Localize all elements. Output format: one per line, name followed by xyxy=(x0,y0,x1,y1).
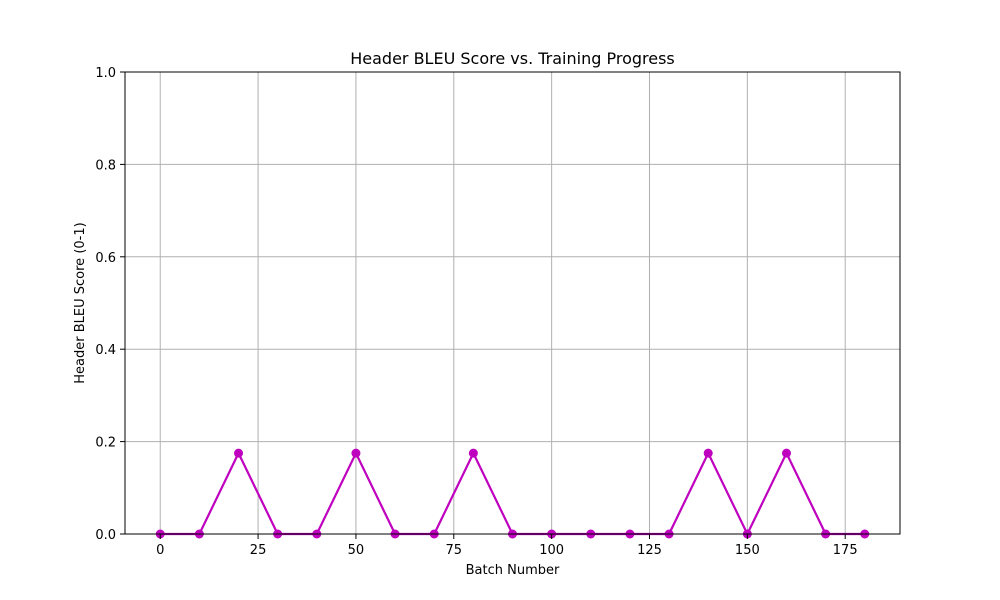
x-tick-label: 75 xyxy=(446,543,463,558)
grid xyxy=(125,71,900,535)
y-tick-label: 0.0 xyxy=(95,528,116,543)
x-tick-label: 175 xyxy=(833,543,858,558)
y-tick-label: 0.6 xyxy=(95,251,116,266)
x-axis-label: Batch Number xyxy=(466,563,560,578)
chart-title: Header BLEU Score vs. Training Progress xyxy=(350,49,675,68)
series-layer xyxy=(155,448,870,539)
data-point xyxy=(781,448,791,458)
x-tick-label: 25 xyxy=(250,543,267,558)
data-point xyxy=(351,448,361,458)
y-tick-label: 0.2 xyxy=(95,436,116,451)
y-axis-label: Header BLEU Score (0-1) xyxy=(73,222,88,383)
data-point xyxy=(703,448,713,458)
y-tick-label: 1.0 xyxy=(95,66,116,81)
y-tick-label: 0.4 xyxy=(95,343,116,358)
data-point xyxy=(234,448,244,458)
x-tick-label: 100 xyxy=(539,543,564,558)
axis-ticks: 0 25 50 75 100 125 150 175 0.0 0.2 0.4 0.6 0.8 1.0 xyxy=(95,66,857,558)
series-line xyxy=(160,450,865,537)
x-tick-label: 125 xyxy=(637,543,662,558)
x-tick-label: 50 xyxy=(348,543,365,558)
data-point xyxy=(468,448,478,458)
x-tick-label: 0 xyxy=(156,543,164,558)
plot-frame xyxy=(124,71,901,535)
x-tick-label: 150 xyxy=(735,543,760,558)
y-tick-label: 0.8 xyxy=(95,158,116,173)
